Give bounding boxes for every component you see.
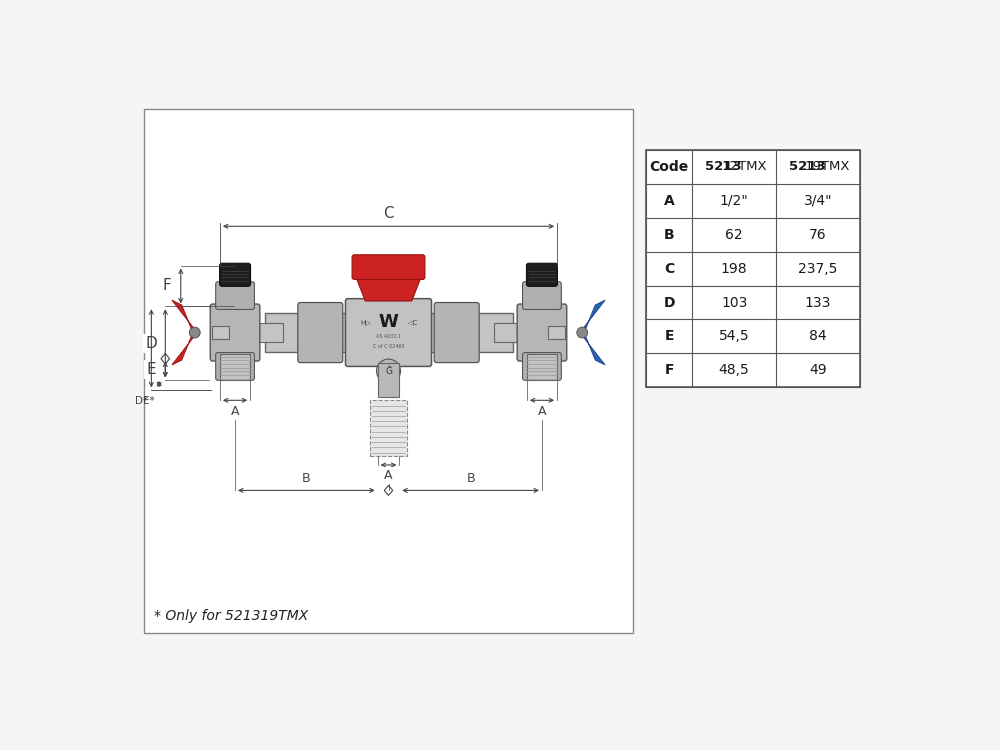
FancyBboxPatch shape (494, 323, 519, 342)
Text: E*: E* (143, 397, 155, 406)
Text: 133: 133 (805, 296, 831, 310)
FancyBboxPatch shape (526, 263, 557, 286)
Text: 62: 62 (725, 228, 743, 242)
FancyBboxPatch shape (548, 326, 565, 339)
Text: 103: 103 (721, 296, 747, 310)
FancyBboxPatch shape (378, 363, 399, 398)
Text: A: A (664, 194, 674, 208)
Text: Ğ: Ğ (385, 367, 392, 376)
FancyBboxPatch shape (216, 352, 254, 380)
FancyBboxPatch shape (216, 282, 254, 310)
FancyBboxPatch shape (345, 298, 432, 367)
Polygon shape (384, 485, 393, 496)
Text: F: F (664, 363, 674, 377)
Text: 5213: 5213 (789, 160, 826, 173)
Text: A: A (384, 470, 393, 482)
FancyBboxPatch shape (220, 354, 250, 380)
FancyBboxPatch shape (523, 352, 561, 380)
Text: D: D (145, 336, 157, 351)
FancyBboxPatch shape (210, 304, 260, 361)
Text: AS 4032.1: AS 4032.1 (376, 334, 401, 339)
Text: Code: Code (649, 160, 689, 174)
FancyBboxPatch shape (298, 302, 343, 362)
FancyBboxPatch shape (352, 255, 425, 280)
Text: E: E (147, 362, 156, 377)
Polygon shape (582, 300, 605, 329)
Text: 19TMX: 19TMX (805, 160, 850, 173)
Text: D: D (663, 296, 675, 310)
FancyBboxPatch shape (646, 150, 860, 387)
Text: B: B (664, 228, 674, 242)
Text: C: C (383, 206, 394, 221)
Text: C: C (664, 262, 674, 276)
Text: 237,5: 237,5 (798, 262, 838, 276)
Circle shape (189, 327, 200, 338)
Text: E: E (664, 329, 674, 344)
FancyBboxPatch shape (220, 263, 251, 286)
Text: 49: 49 (809, 363, 827, 377)
FancyBboxPatch shape (370, 400, 407, 456)
Text: C of C 02465: C of C 02465 (373, 344, 404, 349)
Text: B: B (302, 472, 311, 484)
Polygon shape (172, 300, 195, 329)
Text: 5213: 5213 (705, 160, 742, 173)
Text: A: A (231, 405, 239, 418)
FancyBboxPatch shape (527, 354, 557, 380)
Circle shape (376, 359, 401, 383)
Text: 1/2": 1/2" (720, 194, 749, 208)
Text: A: A (538, 405, 546, 418)
FancyBboxPatch shape (144, 110, 633, 633)
Text: * Only for 521319TMX: * Only for 521319TMX (154, 609, 308, 623)
Text: H▷: H▷ (360, 319, 371, 325)
Text: 198: 198 (721, 262, 747, 276)
Text: 3/4": 3/4" (804, 194, 832, 208)
FancyBboxPatch shape (264, 314, 512, 352)
Text: 84: 84 (809, 329, 827, 344)
FancyBboxPatch shape (434, 302, 479, 362)
Text: 48,5: 48,5 (719, 363, 750, 377)
Text: W: W (379, 313, 398, 331)
Circle shape (577, 327, 588, 338)
Text: 12TMX: 12TMX (721, 160, 767, 173)
Polygon shape (172, 336, 195, 365)
Text: ◁C: ◁C (408, 319, 418, 325)
FancyBboxPatch shape (523, 282, 561, 310)
Text: F: F (162, 278, 171, 293)
Text: 54,5: 54,5 (719, 329, 749, 344)
Polygon shape (356, 277, 421, 301)
FancyBboxPatch shape (258, 323, 283, 342)
Polygon shape (582, 336, 605, 365)
FancyBboxPatch shape (517, 304, 567, 361)
Polygon shape (161, 353, 170, 364)
FancyBboxPatch shape (212, 326, 229, 339)
Text: B: B (466, 472, 475, 484)
Text: D*: D* (135, 397, 148, 406)
Text: 76: 76 (809, 228, 827, 242)
